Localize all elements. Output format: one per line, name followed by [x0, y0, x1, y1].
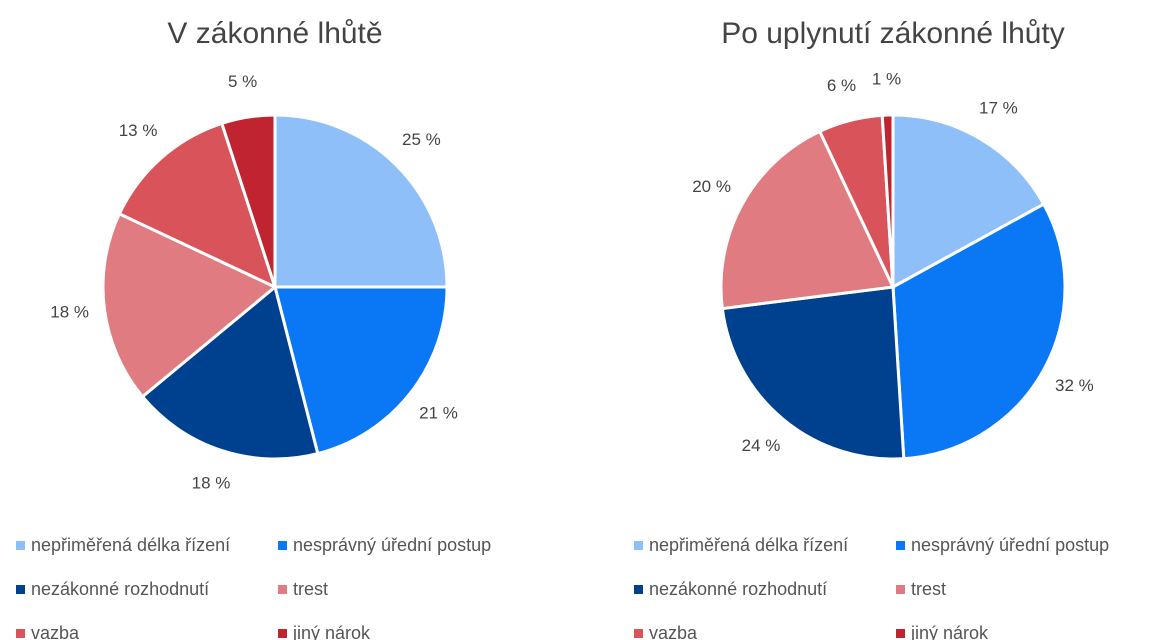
data-label: 24 % — [742, 436, 781, 455]
data-label: 6 % — [827, 76, 856, 95]
legend-marker — [634, 541, 643, 550]
legend-marker — [16, 541, 25, 550]
pie-slice — [891, 113, 1046, 290]
data-label: 18 % — [50, 302, 89, 321]
pie-slice — [720, 285, 906, 461]
legend-label: jiný nárok — [910, 623, 989, 640]
pie-slice — [880, 113, 895, 288]
chart-title: Po uplynutí zákonné lhůty — [721, 17, 1065, 50]
legend-marker — [634, 585, 643, 594]
legend-marker — [896, 541, 905, 550]
legend-label: vazba — [31, 623, 80, 640]
data-label: 13 % — [119, 121, 158, 140]
legend-label: nezákonné rozhodnutí — [31, 579, 209, 599]
pie-slice — [891, 202, 1067, 461]
pie-slice — [273, 113, 449, 289]
legend-marker — [278, 541, 287, 550]
pie-slice — [219, 113, 277, 288]
legend-label: nepřiměřená délka řízení — [649, 535, 848, 555]
pie-slice — [117, 121, 278, 290]
data-label: 32 % — [1055, 376, 1094, 395]
data-label: 17 % — [979, 98, 1018, 117]
legend-label: vazba — [649, 623, 698, 640]
data-label: 20 % — [692, 177, 731, 196]
legend-label: nepřiměřená délka řízení — [31, 535, 230, 555]
data-label: 25 % — [402, 130, 441, 149]
legend-marker — [278, 629, 287, 638]
data-label: 5 % — [228, 72, 257, 91]
legend-label: nesprávný úřední postup — [911, 535, 1109, 555]
pie-slice — [273, 285, 449, 456]
legend-marker — [634, 629, 643, 638]
legend-marker — [896, 585, 905, 594]
data-label: 21 % — [419, 403, 458, 422]
legend-label: nesprávný úřední postup — [293, 535, 491, 555]
legend-marker — [16, 629, 25, 638]
legend-label: trest — [293, 579, 328, 599]
legend-label: nezákonné rozhodnutí — [649, 579, 827, 599]
pie-slice — [140, 284, 320, 461]
data-label: 18 % — [192, 473, 231, 492]
legend-marker — [896, 629, 905, 638]
chart-title: V zákonné lhůtě — [167, 17, 382, 50]
pie-slice — [101, 211, 278, 399]
pie-slice — [719, 129, 896, 311]
data-label: 1 % — [872, 70, 901, 89]
legend-marker — [16, 585, 25, 594]
legend-label: jiný nárok — [292, 623, 371, 640]
legend-marker — [278, 585, 287, 594]
legend-label: trest — [911, 579, 946, 599]
